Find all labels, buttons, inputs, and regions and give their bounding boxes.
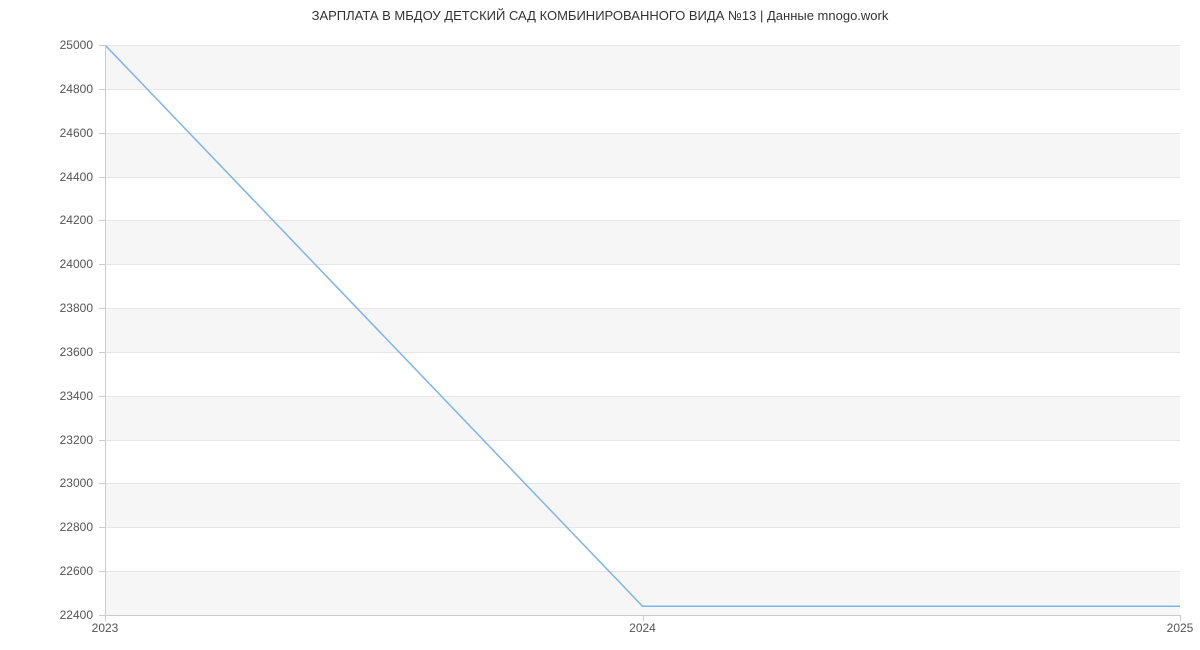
plot-area: [105, 45, 1180, 615]
y-tick-label: 23400: [60, 389, 93, 403]
y-tick-mark: [99, 177, 105, 178]
y-tick-mark: [99, 440, 105, 441]
y-tick-label: 23800: [60, 301, 93, 315]
y-tick-mark: [99, 396, 105, 397]
line-layer: [105, 45, 1180, 615]
y-tick-mark: [99, 483, 105, 484]
data-line: [105, 45, 1180, 606]
y-tick-label: 22800: [60, 520, 93, 534]
y-tick-label: 25000: [60, 38, 93, 52]
y-tick-mark: [99, 45, 105, 46]
y-tick-mark: [99, 220, 105, 221]
y-tick-label: 22600: [60, 564, 93, 578]
x-tick-mark: [1180, 615, 1181, 621]
salary-line-chart: ЗАРПЛАТА В МБДОУ ДЕТСКИЙ САД КОМБИНИРОВА…: [0, 0, 1200, 650]
y-axis-line: [105, 45, 106, 615]
chart-title: ЗАРПЛАТА В МБДОУ ДЕТСКИЙ САД КОМБИНИРОВА…: [0, 8, 1200, 23]
x-tick-label: 2025: [1167, 621, 1194, 635]
y-tick-mark: [99, 133, 105, 134]
y-tick-mark: [99, 352, 105, 353]
y-tick-label: 23200: [60, 433, 93, 447]
y-tick-label: 24600: [60, 126, 93, 140]
y-tick-mark: [99, 527, 105, 528]
y-tick-label: 24400: [60, 170, 93, 184]
x-tick-label: 2024: [629, 621, 656, 635]
y-tick-label: 24800: [60, 82, 93, 96]
y-tick-mark: [99, 571, 105, 572]
y-tick-label: 24200: [60, 213, 93, 227]
y-tick-label: 24000: [60, 257, 93, 271]
y-tick-mark: [99, 89, 105, 90]
x-tick-mark: [643, 615, 644, 621]
y-tick-mark: [99, 308, 105, 309]
y-tick-label: 23600: [60, 345, 93, 359]
x-tick-mark: [105, 615, 106, 621]
y-tick-mark: [99, 264, 105, 265]
x-tick-label: 2023: [92, 621, 119, 635]
y-tick-label: 23000: [60, 476, 93, 490]
y-tick-label: 22400: [60, 608, 93, 622]
